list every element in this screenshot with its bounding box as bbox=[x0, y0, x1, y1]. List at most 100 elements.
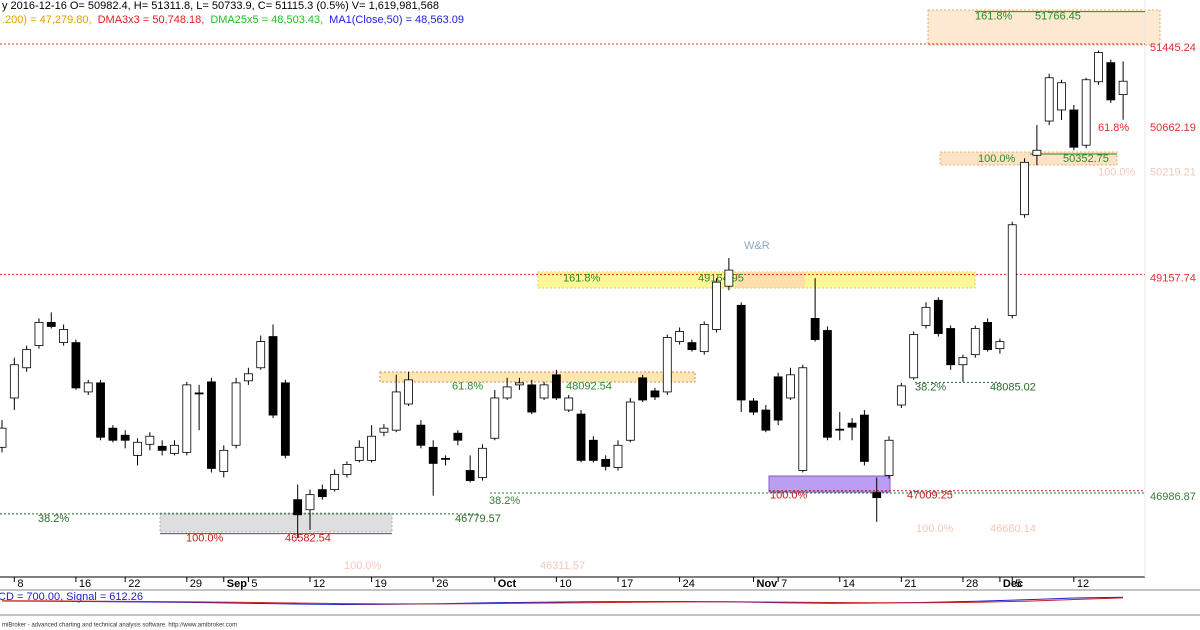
candle-body bbox=[453, 432, 463, 441]
x-tick-label: 22 bbox=[128, 578, 140, 590]
annotation-pct: 100.0% bbox=[344, 560, 382, 572]
annotation-pct: 61.8% bbox=[1098, 122, 1129, 134]
annotation-pct: 100.0% bbox=[978, 153, 1016, 165]
candle-body bbox=[1032, 149, 1042, 156]
indicator: DMA3x3 = 50,748.18, bbox=[98, 14, 205, 26]
candle-body bbox=[182, 384, 192, 453]
marker-label: W&R bbox=[744, 240, 770, 252]
candle-body bbox=[317, 489, 327, 498]
candle-body bbox=[933, 299, 943, 334]
x-tick-label: 5 bbox=[251, 578, 257, 590]
candle-body bbox=[872, 492, 882, 499]
candle-body bbox=[896, 385, 906, 406]
candle-body bbox=[724, 269, 734, 287]
annotation-pct: 61.8% bbox=[452, 381, 483, 393]
candle-body bbox=[342, 464, 352, 475]
candle-body bbox=[280, 382, 290, 456]
candle-body bbox=[786, 374, 795, 399]
candle-body bbox=[0, 427, 7, 448]
x-tick-label: 17 bbox=[621, 578, 633, 590]
candle-body bbox=[588, 439, 598, 461]
x-tick-label: 21 bbox=[904, 578, 916, 590]
candle-body bbox=[34, 322, 44, 347]
candle-body bbox=[625, 401, 635, 441]
zone bbox=[159, 512, 393, 533]
candle-body bbox=[576, 413, 586, 461]
level-label: 51445.24 bbox=[1150, 42, 1196, 54]
level-pct: 38.2% bbox=[489, 495, 520, 507]
candle-body bbox=[687, 342, 697, 351]
annotation-pct: 100.0% bbox=[916, 523, 954, 535]
candle-body bbox=[1044, 77, 1054, 122]
candle-body bbox=[120, 434, 130, 441]
level-label: 46986.87 bbox=[1150, 491, 1196, 503]
candle-body bbox=[194, 392, 204, 395]
candle-body bbox=[231, 382, 241, 446]
candle-body bbox=[601, 458, 611, 467]
annotation-price: 50219.21 bbox=[1150, 166, 1196, 178]
indicator: MA1(Close,50) = 48,563.09 bbox=[329, 14, 464, 26]
x-tick-label: Nov bbox=[757, 578, 779, 590]
candle-body bbox=[662, 337, 672, 393]
candle-body bbox=[946, 328, 956, 366]
candle-body bbox=[256, 341, 266, 369]
candle-body bbox=[515, 382, 524, 386]
candle-body bbox=[638, 377, 648, 401]
annotation-price: 46311.57 bbox=[540, 560, 585, 572]
candle-body bbox=[995, 341, 1005, 350]
x-tick-label: 19 bbox=[375, 578, 387, 590]
x-tick-label: 8 bbox=[17, 578, 23, 590]
footer: miBroker - advanced charting and technic… bbox=[2, 623, 237, 629]
zone bbox=[735, 272, 805, 288]
candle-body bbox=[330, 474, 340, 491]
candle-body bbox=[1118, 80, 1128, 96]
candle-body bbox=[1081, 79, 1091, 146]
annotation-pct: 100.0% bbox=[770, 490, 808, 502]
annotation-pct: 38.2% bbox=[915, 381, 946, 393]
annotation-pct: 100.0% bbox=[1098, 166, 1136, 178]
annotation-price: 48092.54 bbox=[566, 381, 612, 393]
candle-body bbox=[1106, 62, 1116, 101]
x-tick-label: 7 bbox=[781, 578, 787, 590]
candle-body bbox=[675, 331, 684, 342]
candle-body bbox=[219, 449, 229, 472]
x-tick-label: 16 bbox=[79, 578, 91, 590]
x-tick-label: Oct bbox=[498, 578, 517, 590]
x-tick-label: 29 bbox=[190, 578, 202, 590]
candle-body bbox=[59, 329, 68, 343]
candle-body bbox=[810, 318, 820, 340]
candle-body bbox=[170, 444, 179, 454]
candle-body bbox=[884, 439, 894, 476]
annotation-price: 50662.19 bbox=[1150, 122, 1196, 134]
candle-body bbox=[22, 349, 32, 369]
candle-body bbox=[133, 441, 142, 456]
candle-body bbox=[83, 382, 93, 393]
candle-body bbox=[293, 499, 303, 516]
candle-body bbox=[860, 414, 869, 462]
candle-body bbox=[749, 400, 758, 413]
header-quote: y 2016-12-16 O= 50982.4, H= 51311.8, L= … bbox=[2, 0, 439, 12]
annotation-price: 46582.54 bbox=[285, 533, 331, 545]
candle-body bbox=[502, 386, 512, 399]
indicator: .200) = 47,279.80, bbox=[2, 14, 92, 26]
candle-body bbox=[108, 427, 118, 441]
candle-body bbox=[305, 494, 315, 511]
annotation-pct: 161.8% bbox=[975, 11, 1013, 23]
candle-body bbox=[404, 379, 413, 405]
candle-body bbox=[268, 336, 278, 416]
candle-body bbox=[46, 322, 56, 327]
candle-body bbox=[736, 304, 746, 401]
candle-body bbox=[428, 446, 438, 464]
candle-body bbox=[416, 424, 426, 446]
annotation-price: 46779.57 bbox=[455, 513, 501, 525]
candle-body bbox=[909, 334, 919, 379]
header-indicators: .200) = 47,279.80, DMA3x3 = 50,748.18, DMA… bbox=[2, 14, 464, 26]
x-tick-label: 12 bbox=[1077, 578, 1089, 590]
candle-body bbox=[145, 435, 155, 445]
zones bbox=[159, 9, 1161, 533]
level-label: 49157.74 bbox=[1150, 272, 1196, 284]
candle-body bbox=[441, 457, 450, 460]
x-tick-label: Sep bbox=[227, 578, 247, 590]
